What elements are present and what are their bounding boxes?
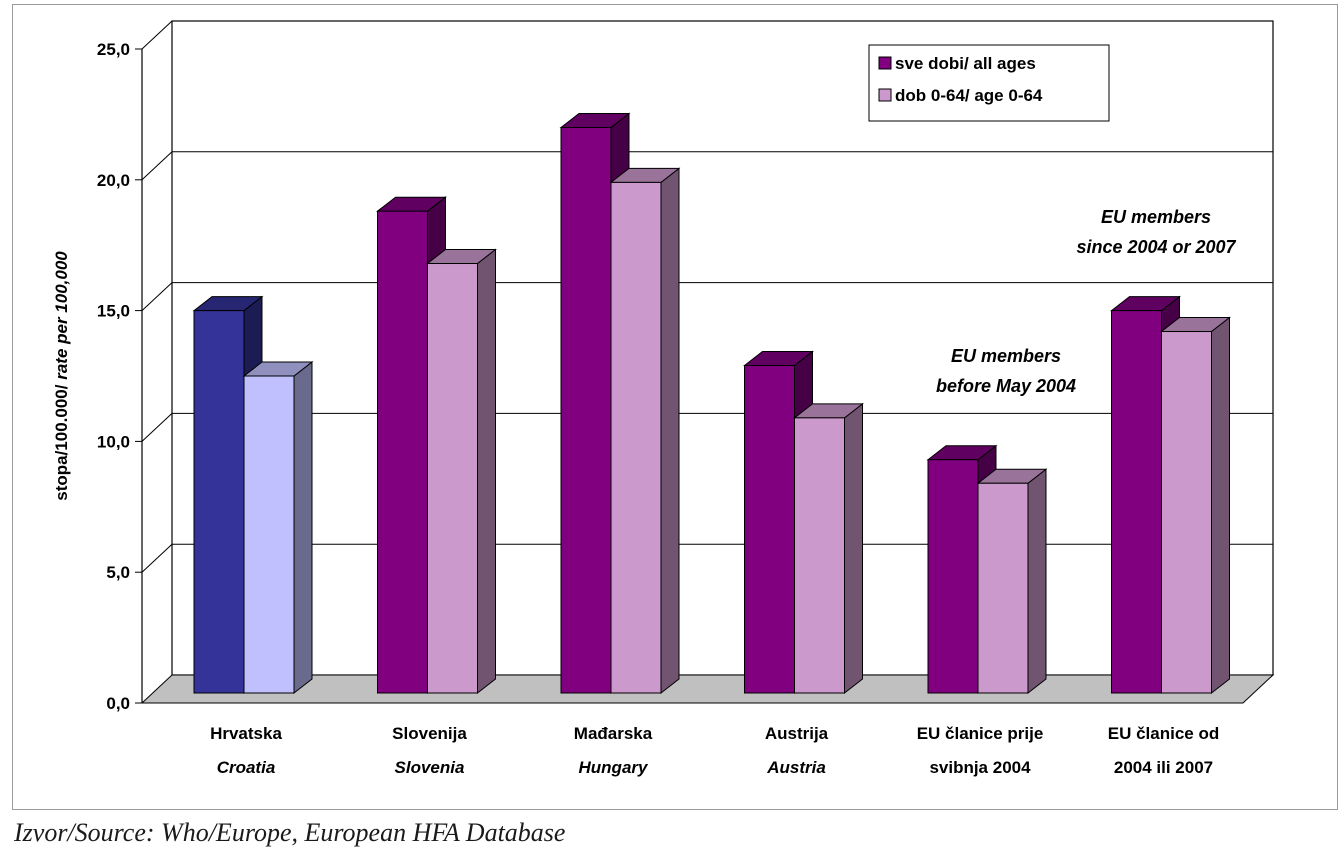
y-tick-label: 0,0 <box>106 694 130 713</box>
bar <box>794 417 845 694</box>
y-tick-label: 10,0 <box>97 432 130 451</box>
bar <box>377 210 428 694</box>
bar <box>977 482 1029 694</box>
x-tick-label-second-line: Hungary <box>579 758 650 777</box>
bar <box>744 365 795 694</box>
x-tick-label-second-line: Slovenia <box>395 758 465 777</box>
bar <box>927 459 979 694</box>
bar-side <box>1211 316 1230 695</box>
bar <box>427 263 478 694</box>
annotation-text: before May 2004 <box>936 376 1076 396</box>
y-tick-label: 15,0 <box>97 302 130 321</box>
legend-box <box>868 44 1110 122</box>
annotation-text: EU members <box>1101 207 1211 227</box>
x-tick-label: Hrvatska <box>210 724 282 743</box>
y-axis-label-italic: rate per 100,000 <box>52 251 71 380</box>
y-tick-label: 20,0 <box>97 171 130 190</box>
bar-side <box>477 248 496 695</box>
bar <box>1161 331 1212 694</box>
bar-side <box>293 360 313 695</box>
legend-swatch <box>878 88 892 102</box>
gridline-diag <box>141 543 173 573</box>
annotation-text: since 2004 or 2007 <box>1076 237 1236 257</box>
y-axis-label: stopa/100.000/ rate per 100,000 <box>52 251 71 501</box>
x-tick-label: Austrija <box>765 724 829 743</box>
y-axis-label-main: stopa/100.000/ <box>52 380 71 501</box>
bar <box>243 375 295 694</box>
y-tick-label: 5,0 <box>106 563 130 582</box>
x-tick-label: EU članice prije <box>917 724 1044 743</box>
x-tick-label-second-line: Austria <box>766 758 826 777</box>
bar-chart: 0,0 5,0 10,0 15,0 20,0 25,0 stopa/100.000/ rat… <box>52 20 1275 777</box>
gridline-diag <box>141 413 173 442</box>
bar-side <box>844 402 863 695</box>
y-tick-label: 25,0 <box>97 40 130 59</box>
bar-side <box>660 167 680 695</box>
bar <box>610 181 662 694</box>
bar <box>560 126 612 694</box>
x-tick-label: EU članice od <box>1108 724 1219 743</box>
chart-back-wall <box>171 20 1274 676</box>
bar <box>1111 310 1162 694</box>
legend-label: dob 0-64/ age 0-64 <box>895 86 1043 105</box>
bar <box>193 310 245 694</box>
bar-side <box>1027 468 1047 695</box>
x-tick-label: Slovenija <box>392 724 467 743</box>
legend-label: sve dobi/ all ages <box>895 54 1036 73</box>
source-note: Izvor/Source: Who/Europe, European HFA D… <box>14 818 566 847</box>
chart-frame: 0,0 5,0 10,0 15,0 20,0 25,0 stopa/100.000/ rat… <box>12 4 1338 810</box>
gridline-diag <box>141 282 173 311</box>
x-tick-label-second-line: svibnja 2004 <box>929 758 1031 777</box>
legend-swatch <box>878 56 892 70</box>
gridline-diag <box>141 20 173 50</box>
x-tick-label-second-line: 2004 ili 2007 <box>1114 758 1213 777</box>
gridline-diag <box>141 151 173 181</box>
x-tick-label-second-line: Croatia <box>217 758 276 777</box>
annotation-text: EU members <box>951 346 1061 366</box>
x-tick-label: Mađarska <box>574 724 653 743</box>
